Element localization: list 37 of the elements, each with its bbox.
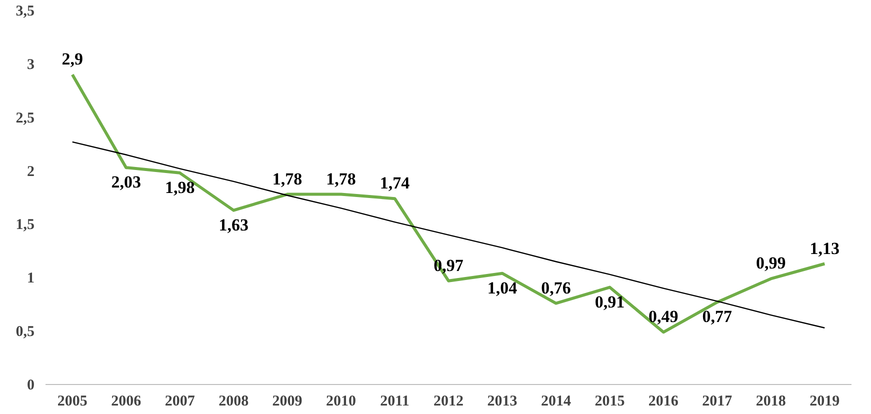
y-tick-label: 2: [27, 164, 34, 180]
data-label: 2,03: [111, 172, 141, 192]
data-label: 1,98: [164, 178, 195, 197]
data-label: 1,78: [326, 169, 356, 188]
data-label: 1,78: [272, 169, 302, 188]
x-tick-label: 2006: [111, 394, 142, 410]
x-tick-label: 2013: [487, 394, 518, 410]
data-label: 0,76: [541, 278, 571, 298]
y-tick-label: 0,5: [16, 324, 34, 340]
x-tick-label: 2011: [380, 394, 410, 410]
x-tick-label: 2014: [540, 394, 572, 410]
x-tick-label: 2016: [648, 394, 679, 410]
x-tick-label: 2009: [272, 394, 302, 410]
x-tick-label: 2007: [164, 394, 196, 410]
data-label: 1,63: [218, 215, 248, 234]
data-label: 1,13: [810, 238, 840, 258]
data-label: 2,9: [62, 50, 83, 69]
data-label: 0,49: [648, 307, 678, 326]
data-label: 1,74: [380, 174, 410, 193]
x-tick-label: 2012: [434, 394, 464, 410]
x-tick-label: 2005: [57, 394, 88, 410]
x-tick-label: 2019: [810, 394, 840, 410]
y-tick-label: 3: [27, 56, 34, 73]
data-label: 0,77: [702, 307, 733, 326]
y-tick-label: 1,5: [16, 217, 34, 234]
data-label: 0,99: [756, 254, 786, 273]
x-tick-label: 2015: [594, 394, 625, 410]
x-tick-label: 2010: [326, 394, 356, 410]
x-tick-label: 2017: [702, 394, 733, 410]
y-tick-label: 0: [27, 378, 34, 394]
y-tick-label: 1: [27, 270, 34, 287]
data-label: 0,91: [594, 292, 625, 312]
y-tick-label: 3,5: [16, 4, 34, 20]
x-tick-label: 2018: [756, 394, 786, 410]
x-tick-label: 2008: [218, 394, 249, 410]
data-label: 1,04: [487, 278, 518, 298]
y-tick-label: 2,5: [16, 110, 34, 126]
